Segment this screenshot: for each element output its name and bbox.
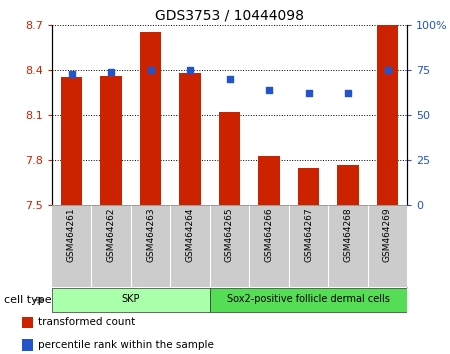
Title: GDS3753 / 10444098: GDS3753 / 10444098 <box>155 8 304 22</box>
Point <box>305 91 312 96</box>
Point <box>384 67 391 73</box>
Bar <box>219 112 240 205</box>
Bar <box>22 316 33 328</box>
Point <box>226 76 233 82</box>
Text: GSM464265: GSM464265 <box>225 208 234 262</box>
Bar <box>100 76 122 205</box>
Point <box>108 69 115 75</box>
Text: GSM464261: GSM464261 <box>67 208 76 262</box>
Point <box>344 91 351 96</box>
Text: percentile rank within the sample: percentile rank within the sample <box>37 340 213 350</box>
Text: GSM464267: GSM464267 <box>304 208 313 262</box>
Text: GSM464264: GSM464264 <box>185 208 194 262</box>
Point <box>266 87 273 93</box>
Text: GSM464269: GSM464269 <box>383 208 392 262</box>
Bar <box>179 73 201 205</box>
Text: GSM464262: GSM464262 <box>107 208 116 262</box>
Bar <box>52 288 210 312</box>
Bar <box>140 32 162 205</box>
Bar <box>210 288 407 312</box>
Text: GSM464268: GSM464268 <box>343 208 352 262</box>
Bar <box>22 339 33 351</box>
Point <box>147 67 154 73</box>
Bar <box>377 25 398 205</box>
Text: cell type: cell type <box>4 295 52 305</box>
Bar <box>61 78 82 205</box>
Text: GSM464266: GSM464266 <box>265 208 274 262</box>
Text: Sox2-positive follicle dermal cells: Sox2-positive follicle dermal cells <box>227 295 390 304</box>
Bar <box>337 165 359 205</box>
Text: transformed count: transformed count <box>37 317 135 327</box>
Point <box>68 71 75 76</box>
Text: SKP: SKP <box>122 295 140 304</box>
Bar <box>258 156 280 205</box>
Point <box>186 67 194 73</box>
Bar <box>297 168 319 205</box>
Text: GSM464263: GSM464263 <box>146 208 155 262</box>
